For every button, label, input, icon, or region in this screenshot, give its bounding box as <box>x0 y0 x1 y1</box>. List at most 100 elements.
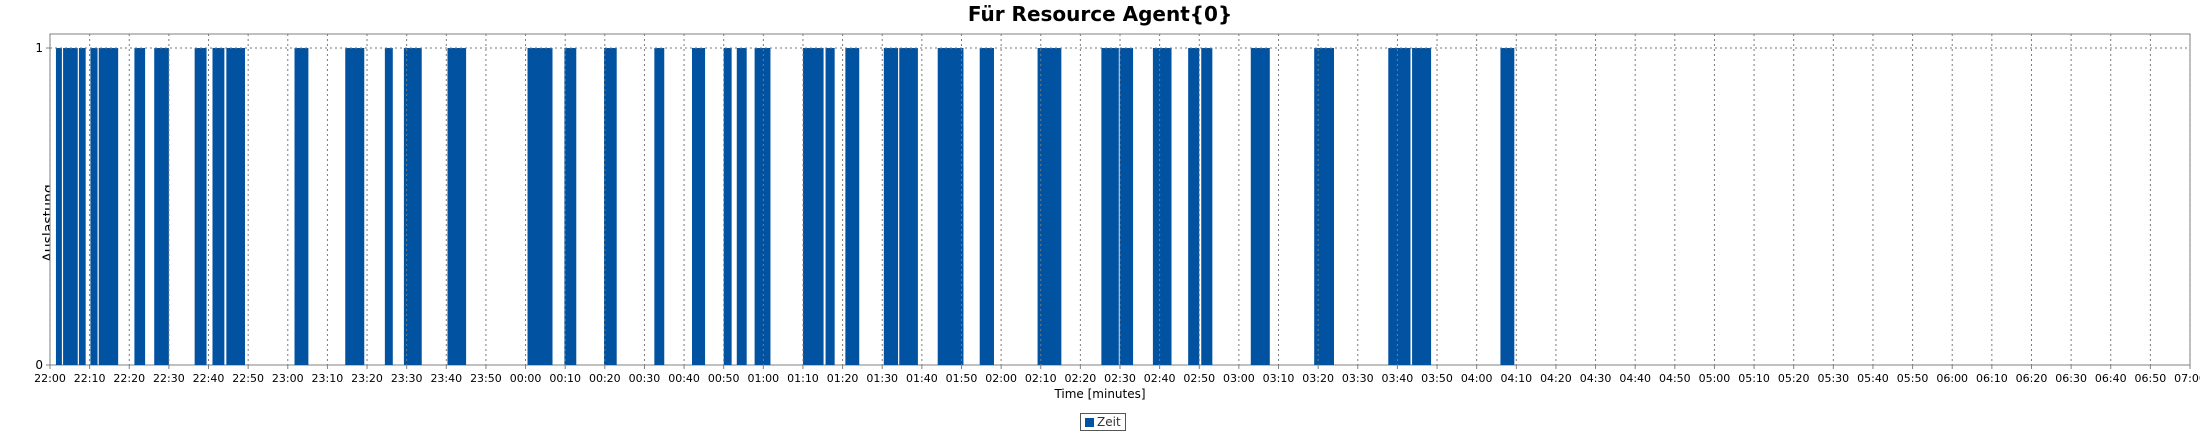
x-tick-label-23: 01:50 <box>946 372 978 385</box>
bar-6 <box>154 48 169 365</box>
bar-32 <box>1119 48 1134 365</box>
bar-34 <box>1188 48 1200 365</box>
y-tick-label-0: 0 <box>35 358 43 372</box>
bar-16 <box>564 48 577 365</box>
x-tick-label-52: 06:40 <box>2095 372 2127 385</box>
x-tick-label-32: 03:20 <box>1302 372 1334 385</box>
bar-17 <box>604 48 617 365</box>
bar-13 <box>403 48 422 365</box>
x-tick-label-15: 00:30 <box>629 372 661 385</box>
bar-3 <box>90 48 98 365</box>
x-tick-label-29: 02:50 <box>1183 372 1215 385</box>
x-tick-label-20: 01:20 <box>827 372 859 385</box>
bar-26 <box>883 48 899 365</box>
x-tick-label-38: 04:20 <box>1540 372 1572 385</box>
x-tick-label-0: 22:00 <box>34 372 66 385</box>
bar-38 <box>1388 48 1411 365</box>
x-tick-label-7: 23:10 <box>312 372 344 385</box>
x-tick-label-14: 00:20 <box>589 372 621 385</box>
bar-24 <box>825 48 835 365</box>
chart-title: Für Resource Agent{0} <box>967 2 1233 26</box>
bar-14 <box>447 48 467 365</box>
x-tick-label-33: 03:30 <box>1342 372 1374 385</box>
bar-1 <box>63 48 78 365</box>
bar-40 <box>1500 48 1515 365</box>
x-tick-label-9: 23:30 <box>391 372 423 385</box>
x-tick-label-16: 00:40 <box>668 372 700 385</box>
bar-36 <box>1250 48 1270 365</box>
bar-11 <box>345 48 365 365</box>
bar-20 <box>723 48 732 365</box>
x-tick-label-8: 23:20 <box>351 372 383 385</box>
x-tick-label-22: 01:40 <box>906 372 938 385</box>
x-tick-label-39: 04:30 <box>1580 372 1612 385</box>
x-tick-label-31: 03:10 <box>1263 372 1295 385</box>
bar-0 <box>55 48 62 365</box>
x-tick-label-54: 07:00 <box>2174 372 2200 385</box>
bar-29 <box>979 48 994 365</box>
x-tick-label-12: 00:00 <box>510 372 542 385</box>
bar-39 <box>1412 48 1432 365</box>
x-tick-label-36: 04:00 <box>1461 372 1493 385</box>
bar-33 <box>1152 48 1172 365</box>
legend-swatch-zeit <box>1085 417 1094 427</box>
x-tick-label-3: 22:30 <box>153 372 185 385</box>
x-tick-label-53: 06:50 <box>2135 372 2167 385</box>
x-tick-label-17: 00:50 <box>708 372 740 385</box>
legend-label-zeit: Zeit <box>1097 415 1121 429</box>
bar-8 <box>212 48 225 365</box>
x-tick-label-5: 22:50 <box>232 372 264 385</box>
x-tick-label-41: 04:50 <box>1659 372 1691 385</box>
x-tick-label-45: 05:30 <box>1817 372 1849 385</box>
x-tick-label-49: 06:10 <box>1976 372 2008 385</box>
bar-2 <box>78 48 86 365</box>
x-tick-label-24: 02:00 <box>985 372 1017 385</box>
bar-19 <box>692 48 706 365</box>
x-tick-label-2: 22:20 <box>113 372 145 385</box>
x-tick-label-26: 02:20 <box>1065 372 1097 385</box>
bar-28 <box>937 48 964 365</box>
bar-27 <box>899 48 918 365</box>
legend: Zeit <box>1080 413 1126 431</box>
x-tick-label-21: 01:30 <box>866 372 898 385</box>
bar-23 <box>802 48 824 365</box>
x-tick-label-40: 04:40 <box>1619 372 1651 385</box>
x-tick-label-13: 00:10 <box>549 372 581 385</box>
bar-9 <box>226 48 245 365</box>
bar-5 <box>134 48 146 365</box>
x-tick-label-35: 03:50 <box>1421 372 1453 385</box>
x-axis-label: Time [minutes] <box>1054 387 1146 401</box>
x-tick-label-10: 23:40 <box>430 372 462 385</box>
x-tick-label-27: 02:30 <box>1104 372 1136 385</box>
x-tick-label-47: 05:50 <box>1897 372 1929 385</box>
x-tick-label-28: 02:40 <box>1144 372 1176 385</box>
x-tick-label-18: 01:00 <box>747 372 779 385</box>
x-tick-label-48: 06:00 <box>1936 372 1968 385</box>
x-tick-label-46: 05:40 <box>1857 372 1889 385</box>
x-tick-label-42: 05:00 <box>1699 372 1731 385</box>
bar-31 <box>1101 48 1119 365</box>
x-tick-label-30: 03:00 <box>1223 372 1255 385</box>
bar-22 <box>754 48 771 365</box>
bar-25 <box>845 48 860 365</box>
bar-21 <box>736 48 747 365</box>
x-tick-label-25: 02:10 <box>1025 372 1057 385</box>
y-tick-label-1: 1 <box>35 41 43 55</box>
x-tick-label-19: 01:10 <box>787 372 819 385</box>
x-tick-label-44: 05:20 <box>1778 372 1810 385</box>
bar-30 <box>1037 48 1062 365</box>
x-tick-label-51: 06:30 <box>2055 372 2087 385</box>
x-tick-label-43: 05:10 <box>1738 372 1770 385</box>
bar-10 <box>294 48 309 365</box>
bar-35 <box>1201 48 1213 365</box>
x-tick-label-6: 23:00 <box>272 372 304 385</box>
bar-7 <box>194 48 207 365</box>
x-tick-label-37: 04:10 <box>1500 372 1532 385</box>
bar-12 <box>384 48 393 365</box>
bar-4 <box>98 48 119 365</box>
bar-15 <box>527 48 553 365</box>
bar-37 <box>1314 48 1334 365</box>
x-tick-label-11: 23:50 <box>470 372 502 385</box>
x-tick-label-4: 22:40 <box>193 372 225 385</box>
